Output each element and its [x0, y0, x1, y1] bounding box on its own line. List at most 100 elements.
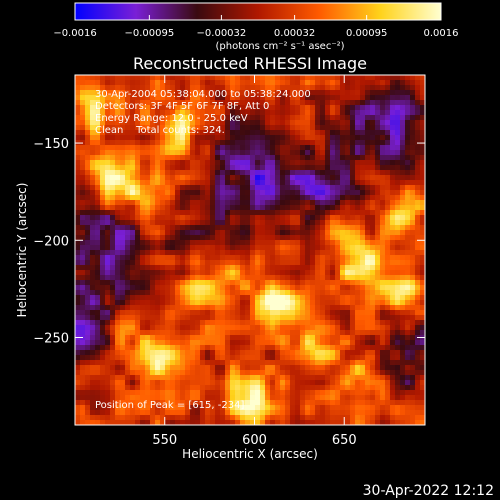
heatmap-cell — [200, 260, 206, 266]
heatmap-cell — [260, 200, 266, 206]
heatmap-cell — [395, 90, 401, 96]
heatmap-cell — [180, 145, 186, 151]
heatmap-cell — [350, 360, 356, 366]
heatmap-cell — [310, 405, 316, 411]
heatmap-cell — [260, 105, 266, 111]
heatmap-cell — [135, 230, 141, 236]
heatmap-cell — [385, 355, 391, 361]
heatmap-cell — [100, 80, 106, 86]
heatmap-cell — [345, 320, 351, 326]
heatmap-cell — [220, 90, 226, 96]
heatmap-cell — [330, 180, 336, 186]
heatmap-cell — [80, 165, 86, 171]
heatmap-cell — [390, 120, 396, 126]
heatmap-cell — [290, 415, 296, 421]
heatmap-cell — [395, 95, 401, 101]
heatmap-cell — [420, 135, 425, 141]
heatmap-cell — [325, 130, 331, 136]
heatmap-cell — [300, 220, 306, 226]
heatmap-cell — [205, 90, 211, 96]
heatmap-cell — [195, 405, 201, 411]
heatmap-cell — [185, 245, 191, 251]
heatmap-cell — [150, 95, 156, 101]
heatmap-cell — [335, 370, 341, 376]
heatmap-cell — [340, 375, 346, 381]
heatmap-cell — [180, 140, 186, 146]
heatmap-cell — [170, 235, 176, 241]
heatmap-cell — [345, 110, 351, 116]
heatmap-cell — [315, 285, 321, 291]
heatmap-cell — [125, 160, 131, 166]
heatmap-cell — [330, 145, 336, 151]
heatmap-cell — [355, 365, 361, 371]
heatmap-cell — [185, 380, 191, 386]
heatmap-cell — [250, 320, 256, 326]
heatmap-cell — [385, 105, 391, 111]
heatmap-cell — [370, 90, 376, 96]
heatmap-cell — [420, 180, 425, 186]
heatmap-cell — [115, 295, 121, 301]
heatmap-cell — [240, 205, 246, 211]
heatmap-cell — [345, 140, 351, 146]
heatmap-cell — [210, 285, 216, 291]
heatmap-cell — [335, 420, 341, 425]
heatmap-cell — [165, 325, 171, 331]
heatmap-cell — [270, 80, 276, 86]
heatmap-cell — [335, 190, 341, 196]
heatmap-cell — [360, 130, 366, 136]
heatmap-cell — [250, 190, 256, 196]
heatmap-cell — [160, 240, 166, 246]
heatmap-cell — [190, 160, 196, 166]
heatmap-cell — [110, 235, 116, 241]
heatmap-cell — [405, 320, 411, 326]
heatmap-cell — [170, 395, 176, 401]
heatmap-cell — [280, 240, 286, 246]
heatmap-cell — [335, 375, 341, 381]
heatmap-cell — [220, 150, 226, 156]
heatmap-cell — [235, 390, 241, 396]
heatmap-cell — [285, 210, 291, 216]
heatmap-cell — [220, 345, 226, 351]
heatmap-cell — [115, 205, 121, 211]
heatmap-cell — [115, 115, 121, 121]
heatmap-cell — [275, 185, 281, 191]
heatmap-cell — [350, 240, 356, 246]
heatmap-cell — [365, 200, 371, 206]
heatmap-cell — [385, 375, 391, 381]
heatmap-cell — [375, 245, 381, 251]
heatmap-cell — [350, 120, 356, 126]
heatmap-cell — [340, 160, 346, 166]
heatmap-cell — [285, 95, 291, 101]
heatmap-cell — [270, 320, 276, 326]
heatmap-cell — [170, 225, 176, 231]
heatmap-cell — [350, 95, 356, 101]
heatmap-cell — [250, 325, 256, 331]
heatmap-cell — [160, 220, 166, 226]
heatmap-cell — [180, 75, 186, 81]
heatmap-cell — [395, 195, 401, 201]
heatmap-cell — [355, 405, 361, 411]
heatmap-cell — [160, 290, 166, 296]
heatmap-cell — [225, 285, 231, 291]
heatmap-cell — [385, 215, 391, 221]
heatmap-cell — [350, 270, 356, 276]
heatmap-cell — [95, 295, 101, 301]
heatmap-cell — [215, 410, 221, 416]
heatmap-cell — [290, 180, 296, 186]
heatmap-cell — [395, 260, 401, 266]
heatmap-cell — [195, 100, 201, 106]
heatmap-cell — [175, 215, 181, 221]
heatmap-cell — [330, 380, 336, 386]
heatmap-cell — [325, 240, 331, 246]
heatmap-cell — [215, 125, 221, 131]
heatmap-cell — [85, 225, 91, 231]
heatmap-cell — [400, 220, 406, 226]
heatmap-cell — [250, 375, 256, 381]
heatmap-cell — [130, 385, 136, 391]
heatmap-cell — [105, 175, 111, 181]
heatmap-cell — [100, 305, 106, 311]
heatmap-cell — [125, 210, 131, 216]
heatmap-cell — [175, 155, 181, 161]
heatmap-cell — [220, 190, 226, 196]
heatmap-cell — [235, 100, 241, 106]
